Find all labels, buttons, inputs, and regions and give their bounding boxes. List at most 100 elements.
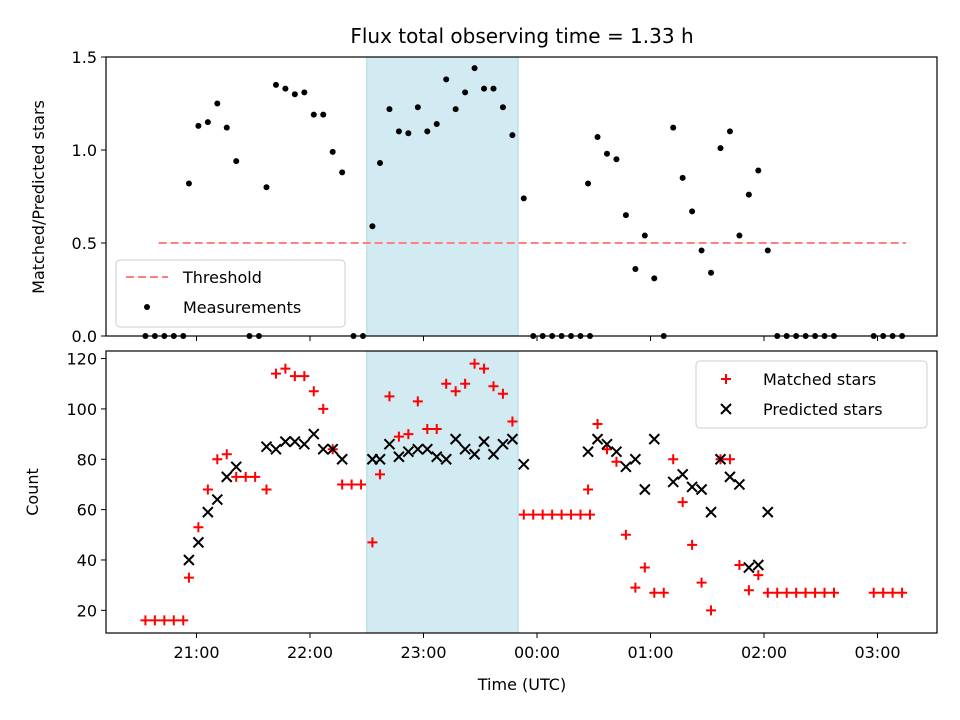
matched-star-point: [734, 560, 745, 571]
measurement-point: [452, 106, 459, 113]
matched-star-point: [639, 562, 650, 573]
measurement-point: [670, 124, 677, 131]
measurement-point: [726, 128, 733, 135]
measurement-point: [195, 122, 202, 129]
matched-star-point: [668, 454, 679, 465]
measurement-point: [233, 158, 240, 165]
legend-threshold-label: Threshold: [182, 268, 262, 287]
measurement-point: [632, 266, 639, 273]
matched-star-point: [687, 539, 698, 550]
predicted-star-point: [752, 559, 765, 571]
measurement-point: [320, 111, 327, 118]
predicted-star-point: [298, 438, 311, 450]
predicted-star-point: [192, 536, 205, 549]
measurement-point: [736, 232, 743, 239]
measurement-point: [386, 106, 393, 113]
x-tick-label: 21:00: [173, 643, 219, 662]
matched-star-point: [384, 391, 395, 402]
matched-star-point: [677, 497, 688, 508]
predicted-star-point: [733, 478, 746, 491]
predicted-star-point: [270, 443, 282, 455]
y-tick-label: 0.0: [72, 327, 97, 346]
matched-star-point: [772, 587, 783, 598]
predicted-star-point: [648, 433, 660, 445]
measurement-point: [223, 124, 230, 131]
matched-star-point: [528, 509, 539, 520]
measurement-point: [310, 111, 317, 118]
matched-star-point: [583, 484, 594, 495]
measurement-point: [263, 184, 270, 191]
measurement-point: [376, 160, 383, 167]
matched-star-point: [460, 378, 471, 389]
matched-star-point: [159, 615, 170, 626]
matched-star-point: [280, 363, 291, 374]
matched-star-point: [441, 378, 452, 389]
matched-star-point: [488, 381, 499, 392]
matched-star-point: [393, 431, 404, 442]
matched-star-point: [261, 484, 272, 495]
measurement-point: [745, 191, 752, 198]
matched-star-point: [507, 416, 518, 427]
predicted-star-point: [506, 433, 519, 445]
predicted-star-point: [468, 448, 481, 460]
matched-star-point: [431, 424, 442, 435]
predicted-star-point: [374, 453, 386, 465]
predicted-star-point: [308, 428, 320, 440]
measurement-point: [509, 132, 516, 139]
matched-star-point: [566, 509, 577, 520]
measurement-point: [369, 223, 376, 230]
matched-star-point: [479, 363, 490, 374]
shaded-span-bottom: [366, 350, 519, 634]
predicted-star-point: [620, 461, 632, 473]
bottom-legend: Matched stars Predicted stars: [695, 360, 928, 429]
predicted-star-point: [440, 453, 452, 465]
legend-box: [115, 259, 346, 328]
measurement-point: [689, 208, 696, 215]
x-tick-label: 22:00: [287, 643, 333, 662]
predicted-star-point: [449, 433, 462, 445]
matched-star-point: [183, 572, 194, 583]
measurement-point: [708, 269, 715, 276]
predicted-star-point: [431, 451, 443, 463]
matched-star-point: [270, 368, 281, 379]
matched-star-point: [781, 587, 792, 598]
x-tick-label: 01:00: [627, 643, 673, 662]
measurement-point: [594, 133, 601, 140]
matched-star-points: [140, 358, 908, 626]
y-tick-label: 60: [77, 501, 97, 520]
bottom-axes: 20 40 60 80 100 120 21:00 22:00 23:00 00:00 01:00 0…: [66, 350, 938, 662]
measurement-point: [641, 232, 648, 239]
matched-star-point: [299, 371, 310, 382]
y-tick-label: 40: [77, 551, 97, 570]
predicted-star-point: [421, 443, 433, 455]
y-tick-label: 0.5: [72, 234, 97, 253]
matched-star-point: [356, 479, 367, 490]
matched-star-point: [791, 587, 802, 598]
matched-star-point: [868, 587, 879, 598]
axes-frame: [105, 56, 938, 337]
measurement-point: [764, 247, 771, 254]
axes-frame: [105, 350, 938, 634]
top-axes: 0.0 0.5 1.0 1.5: [72, 48, 938, 346]
predicted-star-point: [183, 554, 195, 566]
predicted-star-point: [518, 458, 530, 471]
top-observing-span: [366, 56, 519, 337]
measurement-point: [282, 85, 289, 92]
matched-star-point: [584, 509, 595, 520]
measurement-point: [301, 89, 308, 96]
measurement-point: [698, 247, 705, 254]
predicted-star-point: [601, 438, 613, 450]
top-y-axis-label: Matched/Predicted stars: [29, 100, 48, 294]
matched-star-point: [250, 471, 261, 482]
matched-star-point: [828, 587, 839, 598]
predicted-star-point: [714, 453, 727, 465]
matched-star-point: [412, 396, 423, 407]
measurement-point: [462, 89, 469, 96]
matched-star-point: [450, 386, 461, 397]
matched-star-point: [374, 469, 385, 480]
measurement-point: [499, 104, 506, 111]
measurement-point: [405, 130, 412, 137]
predicted-star-point: [317, 443, 329, 455]
matched-star-point: [497, 388, 508, 399]
predicted-star-point: [686, 481, 698, 493]
